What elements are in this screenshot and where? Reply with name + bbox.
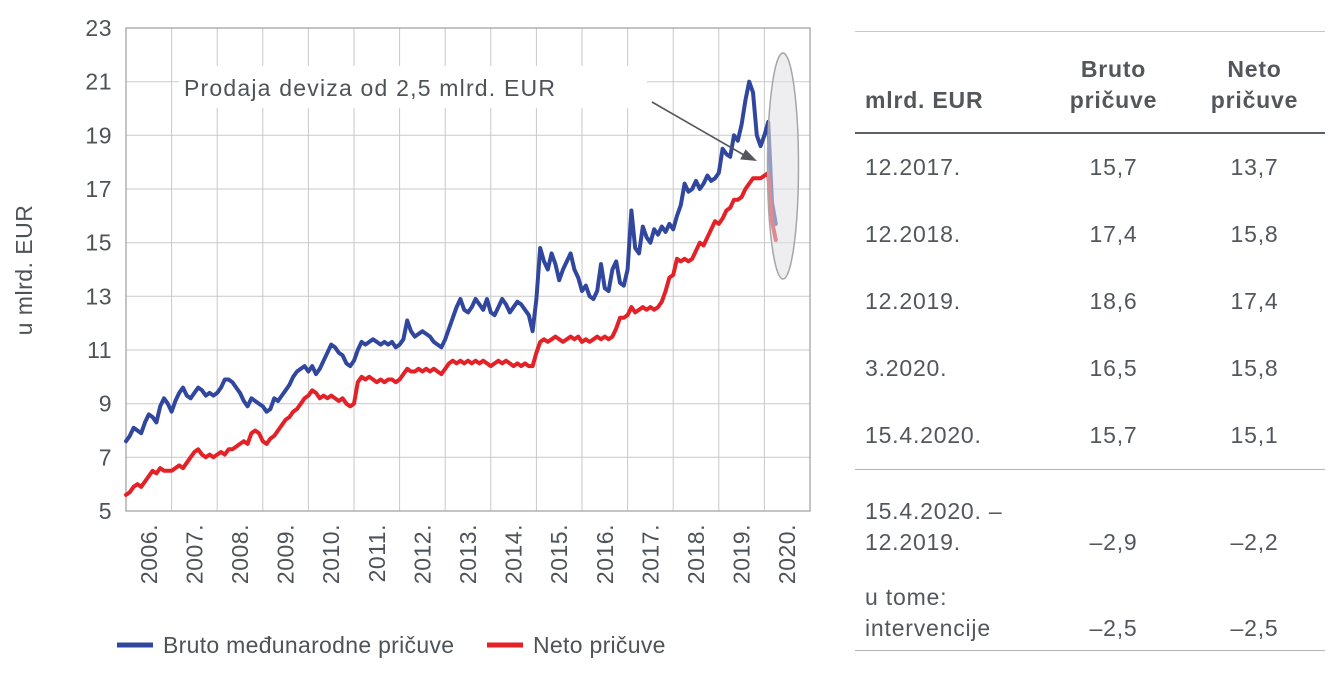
x-tick-label: 2013.	[455, 524, 481, 584]
x-tick-label: 2007.	[181, 524, 207, 584]
table-summary-row: u tome: intervencije –2,5 –2,5	[855, 566, 1325, 650]
table-bottom-rule	[855, 650, 1325, 651]
reserves-chart: Prodaja deviza od 2,5 mlrd. EUR 5 7 9 11 13 15…	[11, 15, 811, 658]
x-tick-label: 2008.	[227, 524, 253, 584]
table-row: 15.4.2020. 15,7 15,1	[855, 402, 1325, 469]
y-tick-label: 17	[85, 176, 112, 202]
x-tick-label: 2014.	[501, 524, 527, 584]
bruto-cell: 17,4	[1089, 221, 1138, 247]
legend-label-neto: Neto pričuve	[533, 632, 666, 658]
neto-cell: 13,7	[1230, 154, 1279, 180]
x-tick-label: 2016.	[592, 524, 618, 584]
y-axis-title: u mlrd. EUR	[11, 205, 37, 336]
y-tick-label: 9	[99, 391, 112, 417]
neto-cell: 15,1	[1230, 422, 1279, 448]
header-bruto: Bruto pričuve	[1069, 56, 1158, 113]
table-header-row: mlrd. EUR Bruto pričuve Neto pričuve	[855, 32, 1325, 132]
period-cell: 12.2019.	[865, 288, 961, 314]
bruto-cell: –2,9	[1089, 529, 1138, 555]
header-unit-label: mlrd. EUR	[865, 87, 984, 113]
y-tick-label: 13	[85, 283, 112, 309]
annotation-arrow-line	[651, 101, 745, 156]
period-cell: 12.2018.	[865, 221, 961, 247]
period-cell: 15.4.2020. – 12.2019.	[865, 498, 1003, 555]
table-mid-rule	[855, 469, 1325, 470]
x-tick-label: 2009.	[273, 524, 299, 584]
plot-frame	[125, 27, 811, 512]
neto-cell: 15,8	[1230, 221, 1279, 247]
y-tick-label: 15	[85, 230, 112, 256]
period-cell: 15.4.2020.	[865, 422, 982, 448]
x-tick-label: 2015.	[546, 524, 572, 584]
period-cell: 3.2020.	[865, 355, 948, 381]
table-row: 12.2017. 15,7 13,7	[855, 134, 1325, 201]
x-tick-label: 2012.	[409, 524, 435, 584]
bruto-cell: 15,7	[1089, 154, 1138, 180]
x-tick-label: 2010.	[318, 524, 344, 584]
x-tick-label: 2019.	[729, 524, 755, 584]
y-tick-label: 5	[99, 498, 112, 524]
neto-cell: 15,8	[1230, 355, 1279, 381]
x-tick-label: 2018.	[683, 524, 709, 584]
table-row: 12.2019. 18,6 17,4	[855, 268, 1325, 335]
neto-cell: 17,4	[1230, 288, 1279, 314]
header-neto: Neto pričuve	[1210, 56, 1299, 113]
x-tick-label: 2020.	[774, 524, 800, 584]
annotation-backing	[179, 66, 647, 108]
bruto-line	[124, 79, 778, 444]
reserves-table: mlrd. EUR Bruto pričuve Neto pričuve 12.…	[855, 31, 1325, 651]
table-row: 3.2020. 16,5 15,8	[855, 335, 1325, 402]
annotation-arrow-head	[740, 149, 757, 161]
bruto-cell: 18,6	[1089, 288, 1138, 314]
y-tick-label: 7	[99, 444, 112, 470]
annotation-text: Prodaja deviza od 2,5 mlrd. EUR	[184, 75, 556, 101]
x-tick-label: 2006.	[136, 524, 162, 584]
y-tick-label: 23	[85, 15, 112, 41]
period-cell: 12.2017.	[865, 154, 961, 180]
x-tick-label: 2017.	[637, 524, 663, 584]
neto-cell: –2,2	[1230, 529, 1279, 555]
header-unit: mlrd. EUR	[855, 85, 1043, 116]
y-tick-label: 21	[85, 69, 112, 95]
table-header-rule	[855, 132, 1325, 134]
bruto-cell: 15,7	[1089, 422, 1138, 448]
highlight-ellipse	[766, 52, 800, 280]
legend-label-bruto: Bruto međunarodne pričuve	[163, 632, 454, 658]
bruto-cell: 16,5	[1089, 355, 1138, 381]
table-summary-row: 15.4.2020. – 12.2019. –2,9 –2,2	[855, 470, 1325, 566]
table-top-rule	[855, 31, 1325, 32]
x-tick-label: 2011.	[364, 524, 390, 582]
bruto-cell: –2,5	[1089, 615, 1138, 641]
neto-line	[124, 170, 778, 497]
period-cell: u tome: intervencije	[865, 584, 991, 641]
y-tick-label: 19	[85, 122, 112, 148]
table-row: 12.2018. 17,4 15,8	[855, 201, 1325, 268]
y-tick-label: 11	[87, 337, 112, 363]
neto-cell: –2,5	[1230, 615, 1279, 641]
